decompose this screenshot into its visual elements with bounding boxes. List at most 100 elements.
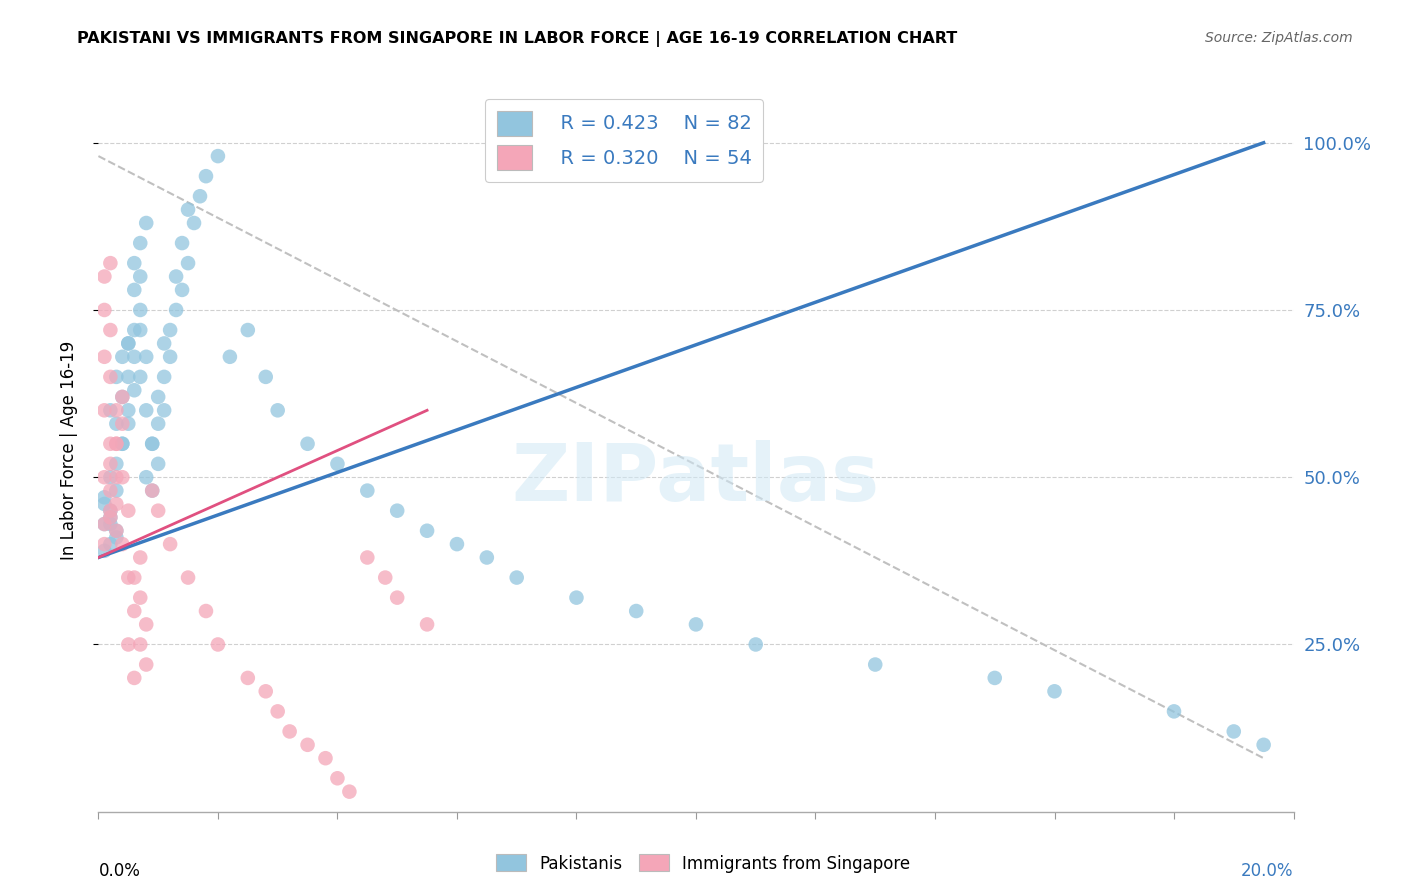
Point	[117, 637, 139, 651]
Point	[98, 517, 122, 532]
Point	[148, 417, 170, 431]
Point	[111, 417, 134, 431]
Point	[98, 483, 122, 498]
Point	[98, 503, 122, 517]
Point	[141, 483, 163, 498]
Point	[159, 537, 181, 551]
Point	[93, 497, 115, 511]
Point	[111, 390, 134, 404]
Point	[177, 256, 200, 270]
Point	[339, 785, 361, 799]
Point	[129, 236, 152, 251]
Point	[236, 671, 259, 685]
Point	[105, 436, 128, 450]
Point	[129, 269, 152, 284]
Point	[93, 543, 115, 558]
Point	[141, 436, 163, 450]
Point	[153, 369, 176, 384]
Point	[315, 751, 337, 765]
Point	[98, 256, 122, 270]
Point	[105, 483, 128, 498]
Point	[165, 269, 187, 284]
Point	[475, 550, 498, 565]
Point	[105, 524, 128, 538]
Point	[105, 417, 128, 431]
Y-axis label: In Labor Force | Age 16-19: In Labor Force | Age 16-19	[59, 341, 77, 560]
Point	[278, 724, 301, 739]
Point	[111, 436, 134, 450]
Point	[105, 369, 128, 384]
Point	[267, 705, 290, 719]
Point	[195, 604, 218, 618]
Text: PAKISTANI VS IMMIGRANTS FROM SINGAPORE IN LABOR FORCE | AGE 16-19 CORRELATION CH: PAKISTANI VS IMMIGRANTS FROM SINGAPORE I…	[77, 31, 957, 47]
Point	[385, 503, 409, 517]
Point	[172, 283, 194, 297]
Point	[219, 350, 242, 364]
Point	[124, 671, 146, 685]
Point	[98, 457, 122, 471]
Point	[98, 436, 122, 450]
Point	[129, 369, 152, 384]
Point	[105, 530, 128, 544]
Point	[129, 591, 152, 605]
Point	[124, 256, 146, 270]
Point	[141, 483, 163, 498]
Point	[1043, 684, 1066, 698]
Point	[685, 617, 707, 632]
Point	[93, 303, 115, 318]
Point	[93, 491, 115, 505]
Text: 20.0%: 20.0%	[1241, 863, 1294, 880]
Point	[117, 403, 139, 417]
Point	[135, 470, 157, 484]
Point	[267, 403, 290, 417]
Point	[865, 657, 887, 672]
Point	[117, 503, 139, 517]
Point	[254, 684, 277, 698]
Point	[141, 436, 163, 450]
Point	[984, 671, 1007, 685]
Point	[135, 403, 157, 417]
Point	[105, 403, 128, 417]
Point	[98, 403, 122, 417]
Point	[385, 591, 409, 605]
Point	[565, 591, 588, 605]
Point	[124, 384, 146, 398]
Point	[93, 470, 115, 484]
Text: 0.0%: 0.0%	[98, 863, 141, 880]
Point	[374, 571, 396, 585]
Point	[93, 269, 115, 284]
Point	[207, 149, 229, 163]
Point	[124, 571, 146, 585]
Point	[105, 436, 128, 450]
Point	[93, 403, 115, 417]
Point	[153, 403, 176, 417]
Point	[105, 457, 128, 471]
Point	[356, 550, 378, 565]
Point	[416, 617, 439, 632]
Point	[416, 524, 439, 538]
Point	[1253, 738, 1275, 752]
Point	[446, 537, 468, 551]
Point	[105, 524, 128, 538]
Point	[165, 303, 187, 318]
Point	[1163, 705, 1185, 719]
Point	[297, 436, 319, 450]
Point	[195, 169, 218, 184]
Point	[117, 336, 139, 351]
Point	[326, 771, 349, 786]
Point	[188, 189, 211, 203]
Point	[135, 657, 157, 672]
Point	[124, 323, 146, 337]
Point	[177, 202, 200, 217]
Point	[93, 537, 115, 551]
Point	[159, 323, 181, 337]
Point	[93, 350, 115, 364]
Point	[124, 283, 146, 297]
Point	[326, 457, 349, 471]
Legend:   R = 0.423    N = 82,   R = 0.320    N = 54: R = 0.423 N = 82, R = 0.320 N = 54	[485, 99, 763, 182]
Point	[135, 350, 157, 364]
Point	[98, 323, 122, 337]
Point	[297, 738, 319, 752]
Point	[172, 236, 194, 251]
Point	[98, 470, 122, 484]
